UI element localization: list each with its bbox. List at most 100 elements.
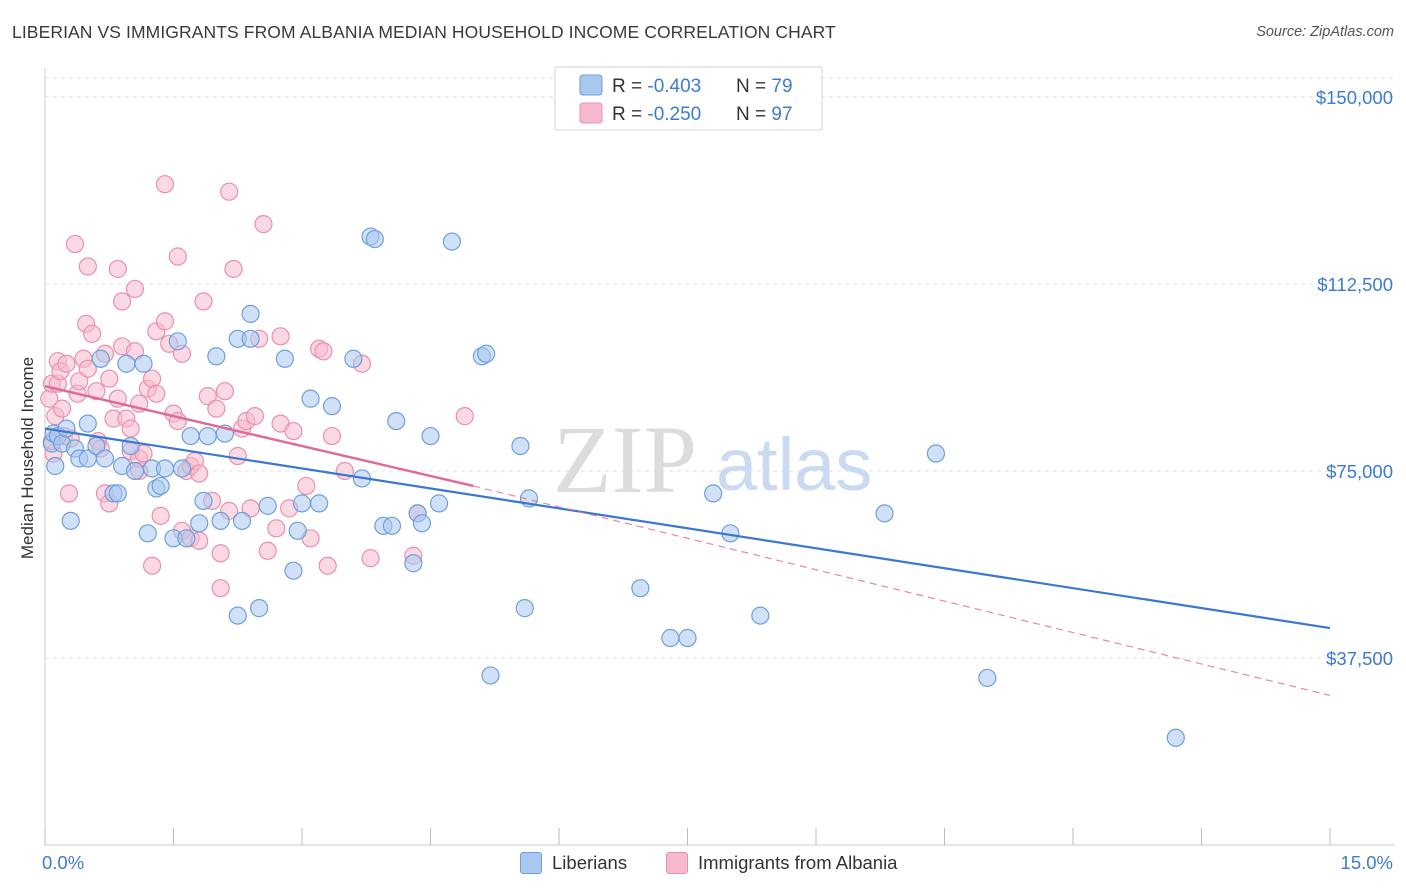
y-axis-label: Median Household Income: [18, 357, 37, 559]
albania-point: [267, 519, 286, 538]
albania-point: [194, 292, 213, 311]
stats-r-value-blue: -0.403: [647, 76, 701, 97]
x-tick-label-min: 0.0%: [42, 852, 84, 873]
svg-text:R = -0.250: R = -0.250: [612, 104, 701, 125]
liberian-point: [57, 419, 76, 438]
albania-trend-line-dashed: [473, 485, 1331, 696]
liberian-point: [190, 514, 209, 533]
legend-item-liberians[interactable]: Liberians: [520, 852, 627, 874]
legend-label-albania: Immigrants from Albania: [698, 852, 898, 873]
liberian-point: [412, 514, 432, 533]
liberian-point: [310, 494, 329, 513]
liberian-point: [442, 232, 462, 251]
source-credit: Source: ZipAtlas.com: [1256, 24, 1394, 40]
liberian-point: [117, 354, 136, 373]
albania-point: [198, 387, 217, 406]
albania-point: [87, 382, 106, 401]
liberian-point: [344, 349, 363, 368]
albania-point: [168, 247, 187, 266]
grid-layer: [45, 77, 1395, 659]
pink-points-layer: [40, 175, 474, 598]
albania-point: [211, 579, 230, 598]
albania-point: [83, 324, 102, 343]
albania-point: [65, 234, 85, 254]
albania-point: [112, 292, 132, 311]
albania-point: [108, 259, 127, 279]
liberian-point: [1166, 728, 1185, 747]
albania-point: [53, 399, 72, 418]
liberian-point: [481, 666, 500, 685]
albania-point: [220, 182, 239, 201]
watermark-zip: ZIP: [553, 406, 697, 513]
albania-point: [271, 327, 290, 346]
albania-point: [125, 279, 145, 299]
liberian-point: [61, 511, 80, 530]
liberian-point: [177, 529, 196, 548]
svg-text:N = 97: N = 97: [736, 104, 793, 125]
legend-item-albania[interactable]: Immigrants from Albania: [666, 852, 897, 874]
albania-trend-line: [44, 385, 474, 488]
x-tick-label-max: 15.0%: [1341, 852, 1393, 873]
liberian-point: [250, 599, 269, 618]
trend-layer: [44, 385, 1331, 696]
legend-swatch-blue: [520, 852, 542, 874]
liberian-point: [241, 329, 260, 348]
liberian-point: [515, 599, 534, 618]
liberian-point: [46, 456, 65, 476]
liberian-point: [477, 344, 496, 363]
stats-r-label-pink: R =: [612, 104, 647, 125]
albania-point: [147, 384, 166, 403]
albania-point: [100, 369, 119, 388]
liberian-point: [211, 511, 230, 530]
liberian-point: [978, 668, 997, 688]
stats-n-value-pink: 97: [771, 104, 792, 125]
liberian-trend-line: [44, 427, 1331, 630]
stats-n-label-blue: N =: [736, 76, 771, 97]
liberian-point: [751, 606, 770, 625]
liberian-point: [155, 459, 175, 478]
albania-point: [155, 312, 175, 331]
liberian-point: [429, 494, 449, 513]
liberian-point: [926, 444, 946, 463]
liberian-point: [322, 397, 342, 416]
liberian-point: [168, 332, 187, 351]
liberian-point: [511, 436, 530, 456]
albania-point: [245, 407, 264, 426]
liberian-point: [292, 494, 312, 513]
liberian-point: [365, 229, 384, 249]
stats-legend-blue-swatch: [579, 74, 603, 96]
albania-point: [284, 421, 303, 441]
albania-point: [57, 354, 76, 373]
albania-point: [228, 446, 247, 466]
liberian-point: [181, 426, 200, 446]
albania-point: [155, 175, 175, 194]
liberian-point: [198, 426, 217, 446]
albania-point: [78, 257, 97, 276]
liberian-point: [151, 476, 170, 496]
albania-point: [318, 556, 337, 575]
liberian-point: [207, 347, 226, 366]
watermark-atlas: atlas: [716, 423, 872, 506]
svg-text:R = -0.403: R = -0.403: [612, 76, 701, 97]
albania-point: [211, 544, 230, 563]
liberian-point: [95, 449, 115, 468]
liberian-point: [134, 354, 153, 373]
liberian-point: [875, 504, 894, 523]
albania-point: [297, 476, 316, 496]
albania-point: [361, 549, 380, 568]
albania-point: [322, 426, 342, 446]
liberian-point: [91, 349, 110, 368]
stats-r-label-blue: R =: [612, 76, 647, 97]
liberian-point: [404, 554, 423, 573]
albania-point: [125, 342, 145, 361]
y-tick-label: $75,000: [1326, 461, 1393, 482]
liberian-point: [172, 459, 192, 478]
stats-n-value-blue: 79: [771, 76, 792, 97]
blue-points-layer: [42, 227, 1185, 747]
albania-point: [78, 359, 97, 378]
legend-swatch-pink: [666, 852, 688, 874]
albania-point: [59, 484, 79, 503]
albania-point: [455, 407, 474, 426]
albania-point: [142, 369, 162, 388]
